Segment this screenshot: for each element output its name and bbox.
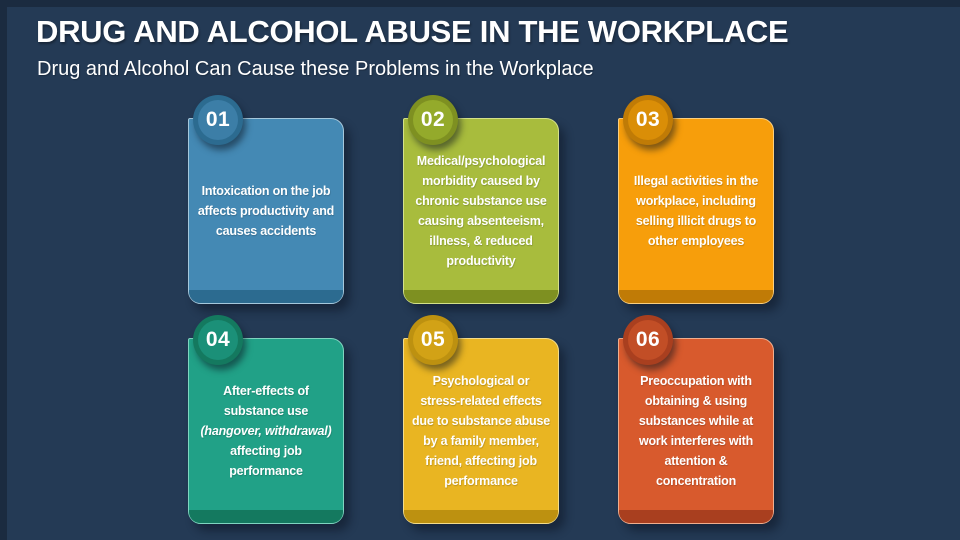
card-bevel [619, 510, 773, 523]
card-body: Psychological or stress-related effects … [403, 338, 559, 524]
card-number-badge: 03 [623, 95, 673, 145]
card-text: Illegal activities in the workplace, inc… [633, 174, 759, 248]
card-number: 01 [198, 100, 238, 140]
card-number: 05 [413, 320, 453, 360]
card-bevel [619, 290, 773, 303]
card-text: Psychological or stress-related effects … [412, 374, 550, 488]
card-text: Medical/psychological morbidity caused b… [415, 154, 547, 268]
page-subtitle: Drug and Alcohol Can Cause these Problem… [37, 58, 594, 80]
problem-card-06: Preoccupation with obtaining & using sub… [618, 315, 774, 524]
problem-card-03: Illegal activities in the workplace, inc… [618, 95, 774, 304]
problem-card-05: Psychological or stress-related effects … [403, 315, 559, 524]
card-number: 06 [628, 320, 668, 360]
card-bevel [404, 290, 558, 303]
card-bevel [404, 510, 558, 523]
card-bevel [189, 290, 343, 303]
card-body: After-effects of substance use (hangover… [188, 338, 344, 524]
card-text: Preoccupation with obtaining & using sub… [638, 374, 754, 488]
card-number-badge: 01 [193, 95, 243, 145]
card-body: Medical/psychological morbidity caused b… [403, 118, 559, 304]
card-body: Preoccupation with obtaining & using sub… [618, 338, 774, 524]
card-body: Intoxication on the job affects producti… [188, 118, 344, 304]
card-number-badge: 02 [408, 95, 458, 145]
page-title: DRUG AND ALCOHOL ABUSE IN THE WORKPLACE [36, 14, 789, 49]
slide-top-edge [0, 0, 960, 7]
card-text: After-effects of substance use (hangover… [200, 384, 332, 478]
card-number: 03 [628, 100, 668, 140]
card-number: 02 [413, 100, 453, 140]
card-body: Illegal activities in the workplace, inc… [618, 118, 774, 304]
card-number-badge: 04 [193, 315, 243, 365]
card-number-badge: 05 [408, 315, 458, 365]
slide-left-edge [0, 0, 7, 540]
problem-card-02: Medical/psychological morbidity caused b… [403, 95, 559, 304]
card-bevel [189, 510, 343, 523]
card-number-badge: 06 [623, 315, 673, 365]
card-text: Intoxication on the job affects producti… [197, 184, 335, 238]
problem-card-01: Intoxication on the job affects producti… [188, 95, 344, 304]
problem-card-04: After-effects of substance use (hangover… [188, 315, 344, 524]
card-number: 04 [198, 320, 238, 360]
